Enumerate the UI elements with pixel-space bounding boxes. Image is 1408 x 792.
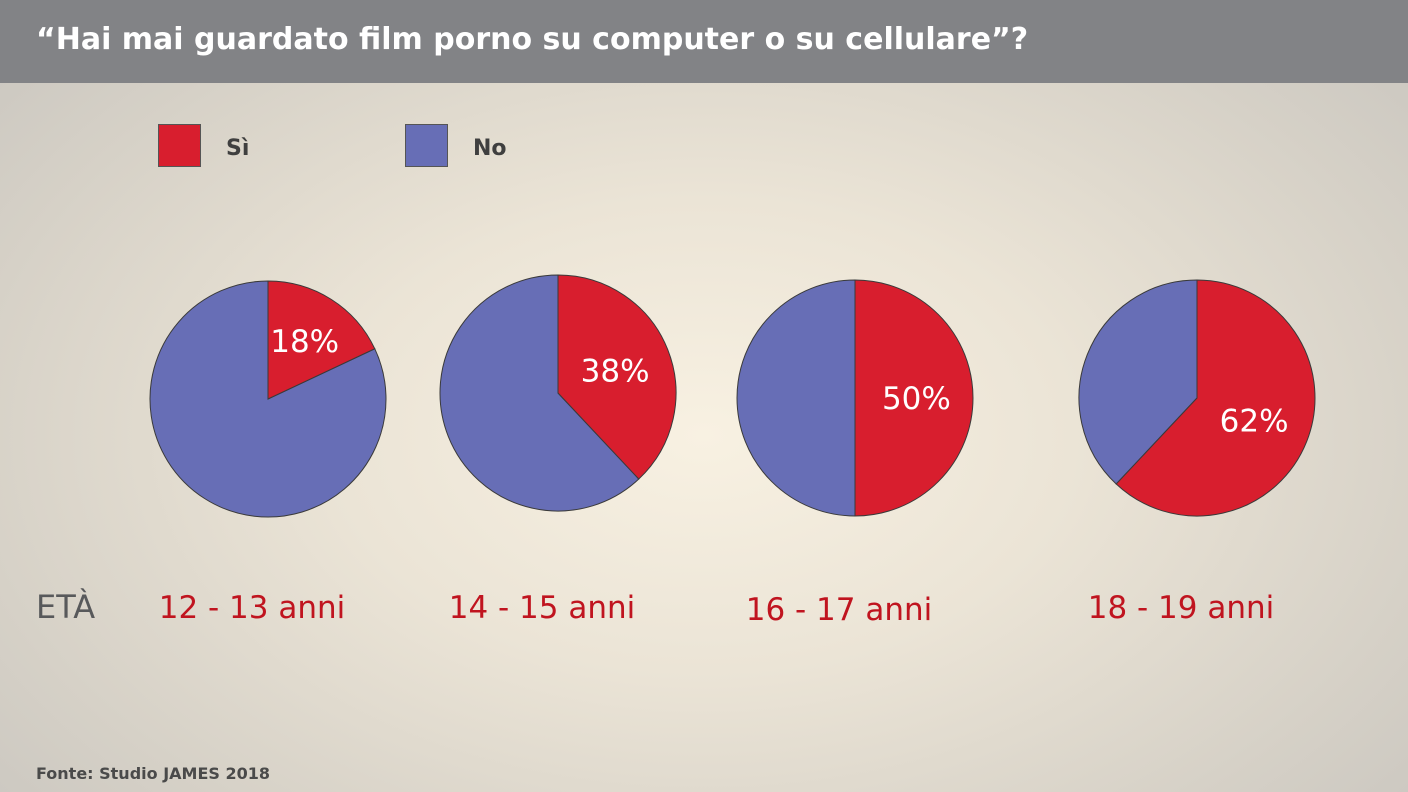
data-label-si: 62% [1220,404,1289,440]
pie-slice-no [1078,279,1198,485]
category-label: 12 - 13 anni [159,590,346,626]
pie-slice-no [149,280,387,518]
category-label: 18 - 19 anni [1088,590,1275,626]
category-label: 14 - 15 anni [449,590,636,626]
category-label: 16 - 17 anni [746,592,933,628]
pie-slice-no [736,279,856,517]
legend-swatch-no [405,124,448,167]
source-note: Fonte: Studio JAMES 2018 [36,764,271,783]
legend-label-no: No [473,136,507,161]
pie-slice-no [439,274,640,512]
pie-slice-si [1115,279,1316,517]
data-label-si: 38% [581,353,650,389]
legend-label-si: Sì [226,136,250,161]
pie-slice-si [854,279,974,517]
age-axis-label: ETÀ [36,588,96,626]
chart-title: “Hai mai guardato film porno su computer… [36,22,1029,57]
legend-swatch-si [158,124,201,167]
title-bar [0,0,1408,83]
pie-slice-si [557,274,677,480]
data-label-si: 18% [270,324,339,360]
data-label-si: 50% [882,381,951,417]
pie-slice-si [267,280,376,400]
